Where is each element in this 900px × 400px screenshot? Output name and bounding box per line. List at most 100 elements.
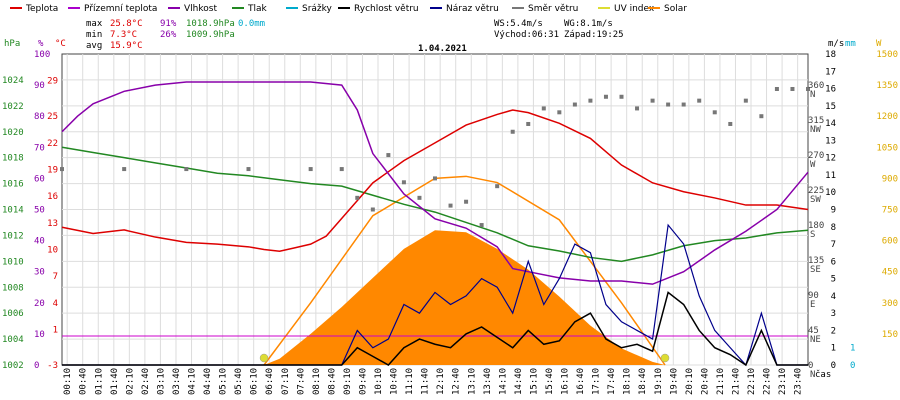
axis-tick-time: 18:10 xyxy=(623,368,633,395)
axis-tick-direction-label: SW xyxy=(810,195,821,205)
solar-area xyxy=(264,230,666,365)
axis-tick-temperature: 19 xyxy=(47,166,58,176)
axis-tick-time: 15:40 xyxy=(545,368,555,395)
axis-tick-humidity: 40 xyxy=(34,237,45,247)
axis-tick-wind: 0 xyxy=(831,361,836,371)
temperature-line xyxy=(61,109,809,253)
stat-sunrise: Východ:06:31 xyxy=(494,30,559,40)
axis-tick-humidity: 20 xyxy=(34,299,45,309)
wind-direction-point xyxy=(122,167,127,172)
axis-tick-solar: 1500 xyxy=(876,50,898,60)
wind-direction-point xyxy=(666,102,671,107)
axis-tick-time: 10:10 xyxy=(374,368,384,395)
axis-tick-wind: 13 xyxy=(825,136,836,146)
axis-tick-temperature: 22 xyxy=(47,139,58,149)
axis-tick-time: 14:10 xyxy=(498,368,508,395)
axis-tick-time: 18:40 xyxy=(638,368,648,395)
axis-tick-solar: 750 xyxy=(882,206,898,216)
wind-direction-point xyxy=(697,98,702,103)
axis-tick-solar: 900 xyxy=(882,174,898,184)
axis-unit-mm: mm xyxy=(845,39,856,49)
stat-wg: WG:8.1m/s xyxy=(564,19,613,29)
axis-tick-wind: 17 xyxy=(825,67,836,77)
legend-label: Srážky xyxy=(302,4,333,14)
axis-tick-humidity: 50 xyxy=(34,206,45,216)
axis-tick-wind: 5 xyxy=(831,275,836,285)
axis-tick-temperature: 10 xyxy=(47,245,58,255)
axis-tick-wind: 2 xyxy=(831,326,836,336)
axis-tick-direction-label: SE xyxy=(810,265,821,275)
axis-tick-humidity: 90 xyxy=(34,81,45,91)
axis-tick-time: 13:10 xyxy=(467,368,477,395)
axis-unit-degc: °C xyxy=(55,39,66,49)
axis-tick-time: 17:10 xyxy=(592,368,602,395)
sun-marker xyxy=(259,353,269,363)
wind-direction-point xyxy=(246,167,251,172)
axis-tick-direction-deg: 90 xyxy=(808,291,819,301)
wind-direction-point xyxy=(370,207,375,212)
wind-direction-point xyxy=(588,98,593,103)
axis-tick-direction-label: W xyxy=(810,160,816,170)
wind-direction-point xyxy=(650,98,655,103)
wind-direction-point xyxy=(635,106,640,111)
axis-tick-time: 02:10 xyxy=(125,368,135,395)
axis-tick-time: 08:10 xyxy=(312,368,322,395)
axis-tick-solar: 1050 xyxy=(876,143,898,153)
axis-tick-pressure: 1006 xyxy=(2,309,24,319)
stat-min-press: 1009.9hPa xyxy=(186,30,235,40)
axis-tick-time: 11:10 xyxy=(405,368,415,395)
wind-direction-point xyxy=(355,195,360,200)
wind-speed-line xyxy=(62,291,808,367)
axis-tick-direction-deg: 360 xyxy=(808,81,824,91)
axis-tick-humidity: 60 xyxy=(34,174,45,184)
axis-tick-pressure: 1016 xyxy=(2,180,24,190)
axis-tick-wind: 4 xyxy=(831,292,836,302)
axis-tick-solar: 150 xyxy=(882,330,898,340)
axis-tick-direction-deg: 0 xyxy=(808,361,813,371)
axis-tick-wind: 10 xyxy=(825,188,836,198)
legend-label: Solar xyxy=(664,4,687,14)
chart-date-title: 1.04.2021 xyxy=(418,44,467,54)
legend-label: Směr větru xyxy=(528,4,578,14)
axis-tick-time: 03:40 xyxy=(172,368,182,395)
axis-tick-wind: 3 xyxy=(831,309,836,319)
axis-tick-temperature: 4 xyxy=(53,299,58,309)
axis-tick-pressure: 1020 xyxy=(2,128,24,138)
axis-tick-time: 05:40 xyxy=(234,368,244,395)
gust-line xyxy=(62,223,808,367)
axis-tick-humidity: 10 xyxy=(34,330,45,340)
axis-unit-ms: m/s xyxy=(828,39,844,49)
axis-tick-time: 09:40 xyxy=(358,368,368,395)
axis-tick-time: 00:10 xyxy=(63,368,73,395)
axis-tick-time: 13:40 xyxy=(483,368,493,395)
axis-tick-pressure: 1008 xyxy=(2,283,24,293)
legend-label: Tlak xyxy=(247,4,268,14)
legend-label: Vlhkost xyxy=(184,4,217,14)
axis-tick-wind: 15 xyxy=(825,102,836,112)
axis-tick-time: 09:10 xyxy=(343,368,353,395)
axis-tick-time: 21:40 xyxy=(731,368,741,395)
axis-tick-direction-deg: 225 xyxy=(808,186,824,196)
wind-direction-point xyxy=(464,199,469,204)
solar-theoretical-line xyxy=(263,175,666,366)
axis-tick-time: 10:40 xyxy=(390,368,400,395)
axis-tick-temperature: 7 xyxy=(53,272,58,282)
axis-tick-wind: 11 xyxy=(825,171,836,181)
axis-tick-wind: 7 xyxy=(831,240,836,250)
axis-tick-time: 12:40 xyxy=(452,368,462,395)
axis-tick-temperature: 16 xyxy=(47,192,58,202)
axis-tick-pressure: 1024 xyxy=(2,76,24,86)
axis-tick-pressure: 1022 xyxy=(2,102,24,112)
wind-direction-point xyxy=(495,184,500,189)
axis-tick-pressure: 1002 xyxy=(2,361,24,371)
axis-tick-time: 19:10 xyxy=(654,368,664,395)
wind-direction-point xyxy=(60,167,64,172)
axis-tick-time: 00:40 xyxy=(79,368,89,395)
legend-label: Rychlost větru xyxy=(354,4,419,14)
axis-tick-time: 06:10 xyxy=(250,368,260,395)
axis-tick-wind: 8 xyxy=(831,223,836,233)
stat-ws: WS:5.4m/s xyxy=(494,19,543,29)
axis-tick-temperature: 25 xyxy=(47,112,58,122)
axis-tick-pressure: 1010 xyxy=(2,257,24,267)
